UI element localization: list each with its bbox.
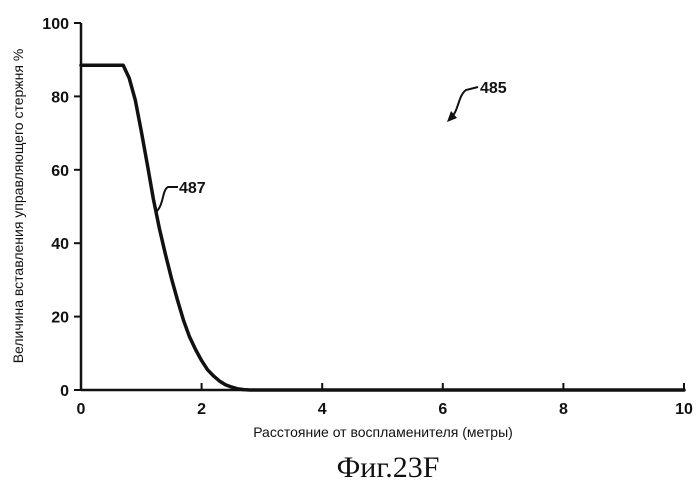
x-tick-label: 4: [318, 401, 327, 418]
y-axis-ticks: 0 20 40 60 80 100: [42, 16, 81, 400]
figure-caption: Фиг.23F: [337, 451, 440, 484]
y-tick-label: 80: [51, 89, 69, 106]
figure-ref-label: 485: [480, 80, 507, 97]
y-tick-label: 100: [42, 16, 69, 33]
curve-ref-label: 487: [179, 180, 206, 197]
y-tick-label: 20: [51, 310, 69, 327]
x-tick-label: 0: [77, 401, 86, 418]
figure-ref-leader: [451, 87, 478, 118]
y-tick-label: 40: [51, 236, 69, 253]
y-axis-title: Величина вставления управляющего стержня…: [10, 49, 26, 364]
y-tick-label: 60: [51, 163, 69, 180]
series-line: [81, 65, 684, 390]
x-tick-label: 6: [438, 401, 447, 418]
x-tick-label: 8: [559, 401, 568, 418]
x-tick-label: 10: [675, 401, 693, 418]
curve-ref-leader: [156, 187, 178, 212]
y-tick-label: 0: [60, 383, 69, 400]
x-tick-label: 2: [197, 401, 206, 418]
x-axis-title: Расстояние от воспламенителя (метры): [253, 424, 513, 440]
